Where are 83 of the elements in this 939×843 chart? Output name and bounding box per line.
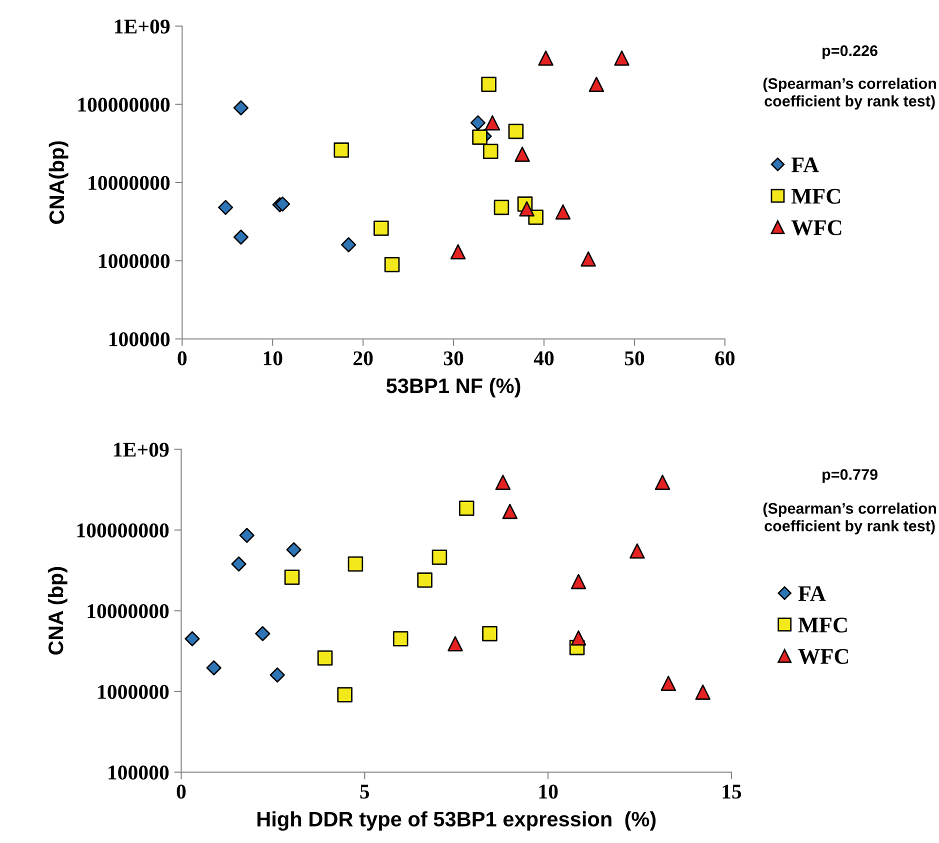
point — [695, 684, 711, 700]
point — [482, 144, 498, 160]
x-tick-label: 0 — [178, 351, 187, 366]
point — [570, 630, 586, 646]
point — [502, 504, 518, 520]
point — [206, 660, 222, 676]
y-tick-label: 100000000 — [77, 523, 169, 538]
text: p=0.779 — [822, 469, 878, 483]
legend-label: FA — [791, 157, 819, 172]
y-tick-label: 10000000 — [88, 176, 170, 190]
point — [286, 542, 302, 558]
text: p=0.226 — [822, 45, 878, 60]
point — [233, 230, 249, 245]
x-tick-label: 5 — [360, 784, 370, 799]
y-tick-label: 100000000 — [78, 98, 170, 112]
text: (Spearman’s correlation coefficient by rank test) — [763, 78, 936, 110]
point — [184, 631, 200, 646]
point — [538, 50, 554, 66]
point — [508, 124, 524, 140]
legend-label: FA — [798, 586, 826, 601]
point — [588, 76, 604, 92]
x-axis-title: 53BP1 NF (%) — [386, 378, 520, 398]
point — [284, 570, 300, 585]
x-tick-label: 30 — [444, 351, 464, 366]
y-tick-label: 1E+09 — [115, 20, 170, 34]
point — [417, 572, 432, 588]
x-tick-label: 10 — [539, 784, 558, 799]
x-tick-label: 50 — [624, 351, 644, 366]
y-tick-label: 1000000 — [99, 254, 170, 268]
point — [239, 528, 254, 543]
point — [614, 50, 630, 66]
point — [481, 76, 496, 92]
point — [514, 146, 530, 162]
x-tick-label: 20 — [354, 351, 373, 366]
point — [494, 200, 510, 216]
point — [337, 687, 352, 702]
point — [495, 474, 511, 490]
legend-label: WFC — [798, 648, 848, 664]
legend-label: MFC — [791, 188, 840, 204]
point — [484, 115, 500, 130]
y-axis-title: CNA (bp) — [48, 567, 68, 655]
point — [555, 204, 571, 220]
point — [275, 196, 290, 212]
point — [218, 200, 234, 216]
x-axis-title: High DDR type of 53BP1 expression (%) — [257, 811, 656, 831]
point — [231, 556, 246, 572]
point — [450, 244, 466, 260]
point — [255, 626, 270, 642]
point — [348, 556, 364, 572]
point — [470, 115, 486, 130]
point — [374, 220, 389, 236]
legend-label: MFC — [798, 618, 847, 633]
x-tick-label: 0 — [176, 784, 186, 799]
point — [482, 626, 498, 642]
y-axis-title: CNA(bp) — [48, 141, 68, 224]
y-tick-label: 1000000 — [98, 684, 169, 699]
point — [570, 574, 586, 590]
point — [472, 130, 488, 145]
point — [660, 676, 676, 692]
y-tick-label: 100000 — [110, 332, 170, 346]
point — [432, 550, 448, 565]
point — [630, 543, 645, 559]
x-tick-label: 60 — [715, 351, 735, 366]
point — [654, 474, 670, 490]
point — [270, 667, 285, 683]
point — [519, 201, 534, 217]
text: (Spearman’s correlation coefficient by rank test) — [763, 502, 936, 534]
y-tick-label: 10000000 — [88, 604, 169, 618]
x-tick-label: 40 — [534, 351, 554, 366]
point — [458, 500, 474, 516]
point — [448, 636, 463, 652]
point — [392, 631, 408, 646]
point — [580, 251, 596, 267]
x-tick-label: 10 — [264, 351, 282, 366]
x-tick-label: 15 — [722, 784, 742, 799]
point — [384, 257, 400, 272]
legend-label: WFC — [791, 220, 842, 236]
point — [341, 237, 356, 252]
point — [317, 650, 333, 666]
y-tick-label: 1E+09 — [114, 442, 169, 457]
point — [334, 142, 350, 158]
y-tick-label: 100000 — [108, 766, 169, 780]
point — [233, 100, 249, 116]
